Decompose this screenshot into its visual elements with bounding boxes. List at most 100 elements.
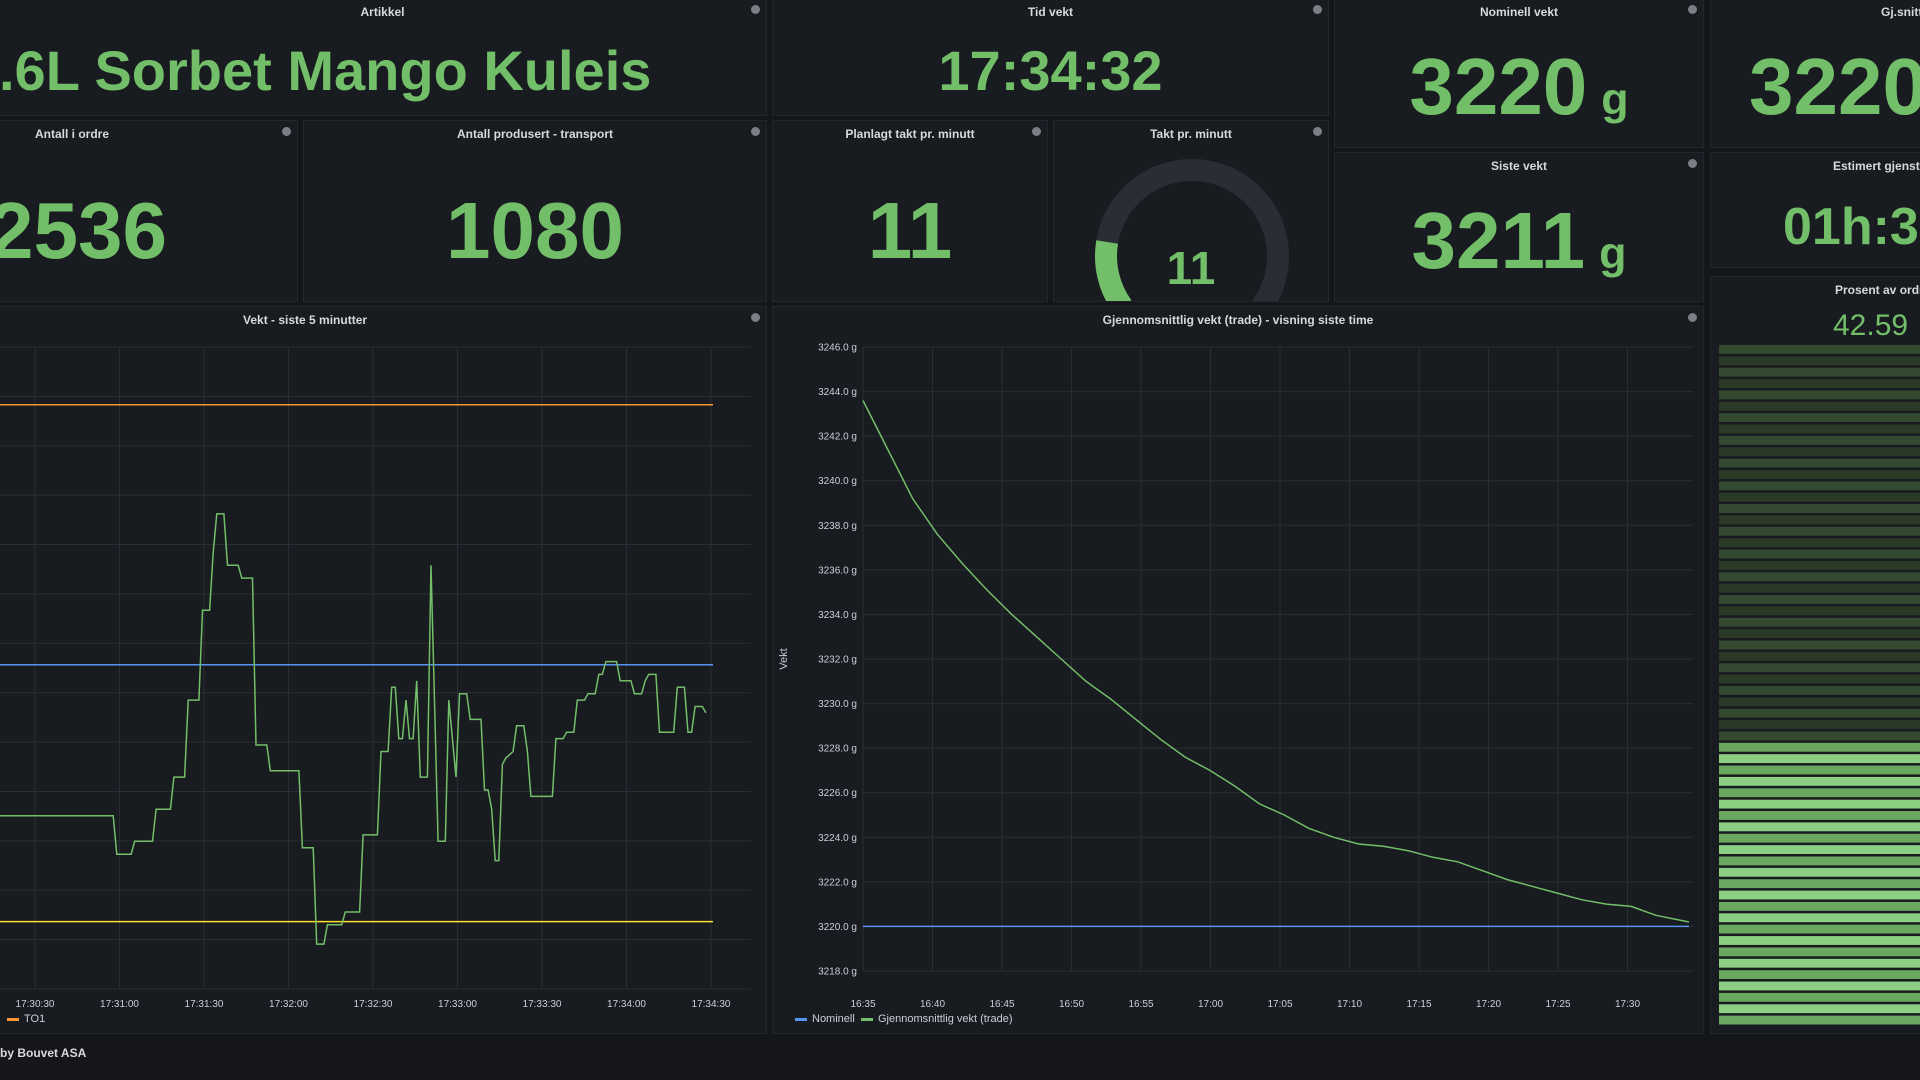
bar-segment	[1719, 686, 1920, 695]
y-axis-label: Vekt	[778, 648, 790, 669]
panel-estimert: Estimert gjenståe 01h:3	[1710, 152, 1920, 268]
artikkel-value: .6L Sorbet Mango Kuleis	[0, 39, 652, 102]
panel-menu-icon[interactable]	[1688, 5, 1697, 14]
y-tick-label: 3244.0 g	[818, 387, 857, 398]
bar-segment	[1719, 754, 1920, 764]
x-tick-label: 17:30	[1615, 999, 1640, 1010]
panel-menu-icon[interactable]	[751, 127, 760, 136]
panel-menu-icon[interactable]	[1688, 159, 1697, 168]
bar-segment	[1719, 526, 1920, 536]
panel-takt: Takt pr. minutt 11	[1053, 120, 1329, 302]
panel-menu-icon[interactable]	[751, 313, 760, 322]
footer-credit: by Bouvet ASA	[0, 1046, 87, 1060]
bar-segment	[1719, 435, 1920, 445]
x-tick-label: 17:32:00	[269, 999, 308, 1010]
panel-menu-icon[interactable]	[751, 5, 760, 14]
gjsnitt-vekt-value: 3220	[1749, 42, 1920, 131]
bar-segment	[1719, 538, 1920, 548]
prosent-bar-gauge	[1719, 345, 1920, 1025]
bar-segment	[1719, 833, 1920, 843]
panel-menu-icon[interactable]	[1032, 127, 1041, 136]
bar-segment	[1719, 549, 1920, 559]
x-tick-label: 17:33:30	[523, 999, 562, 1010]
panel-siste-vekt: Siste vekt 3211 g	[1334, 152, 1704, 302]
x-tick-label: 16:35	[850, 999, 875, 1010]
value-unit: g	[1599, 228, 1627, 278]
legend-item-to1[interactable]: TO1	[7, 1013, 45, 1025]
panel-title: Gjennomsnittlig vekt (trade) - visning s…	[1102, 313, 1374, 327]
prosent-value: 42.59	[1833, 309, 1909, 342]
bar-segment	[1719, 731, 1920, 741]
bar-segment	[1719, 992, 1920, 1002]
y-tick-label: 3226.0 g	[818, 788, 857, 799]
bar-segment	[1719, 595, 1920, 604]
bar-segment	[1719, 458, 1920, 468]
bar-segment	[1719, 572, 1920, 582]
y-tick-label: 3232.0 g	[818, 655, 857, 666]
bar-segment	[1719, 651, 1920, 661]
legend-item-nominell[interactable]: Nominell	[795, 1013, 855, 1025]
bar-segment	[1719, 413, 1920, 423]
y-tick-label: 3242.0 g	[818, 432, 857, 443]
x-tick-label: 17:20	[1476, 999, 1501, 1010]
bar-segment	[1719, 560, 1920, 570]
bar-segment	[1719, 424, 1920, 434]
panel-title: Prosent av ordren	[1835, 283, 1920, 297]
bar-segment	[1719, 447, 1920, 457]
x-tick-label: 17:10	[1337, 999, 1362, 1010]
bar-segment	[1719, 981, 1920, 991]
bar-segment	[1719, 720, 1920, 729]
x-tick-label: 17:25	[1545, 999, 1570, 1010]
x-tick-label: 17:33:00	[438, 999, 477, 1010]
bar-segment	[1719, 367, 1920, 377]
panel-antall-ordre: Antall i ordre 2536	[0, 120, 298, 302]
bar-segment	[1719, 879, 1920, 889]
bar-segment	[1719, 890, 1920, 900]
panel-title: Artikkel	[360, 5, 405, 19]
panel-title: Antall i ordre	[35, 127, 110, 141]
x-tick-label: 17:15	[1406, 999, 1431, 1010]
bar-segment	[1719, 799, 1920, 809]
estimert-value: 01h:3	[1783, 198, 1919, 256]
panel-menu-icon[interactable]	[1313, 127, 1322, 136]
y-tick-label: 3240.0 g	[818, 476, 857, 487]
y-tick-label: 3222.0 g	[818, 877, 857, 888]
legend-label: Nominell	[812, 1013, 855, 1025]
bar-segment	[1719, 788, 1920, 798]
value-unit: g	[1601, 74, 1629, 124]
panel-menu-icon[interactable]	[282, 127, 291, 136]
tid-vekt-value: 17:34:32	[938, 39, 1163, 102]
panel-title: Takt pr. minutt	[1150, 127, 1232, 141]
panel-planlagt-takt: Planlagt takt pr. minutt 11	[772, 120, 1048, 302]
bar-segment	[1719, 708, 1920, 718]
legend-swatch	[795, 1017, 807, 1021]
bar-segment	[1719, 936, 1920, 945]
gauge-fill	[1095, 240, 1132, 301]
panel-gjsnitt-vekt: Gj.snittlig vekt ( 3220	[1710, 0, 1920, 148]
bar-segment	[1719, 640, 1920, 650]
panel-menu-icon[interactable]	[1688, 313, 1697, 322]
bar-segment	[1719, 742, 1920, 752]
bar-segment	[1719, 345, 1920, 354]
bar-segment	[1719, 629, 1920, 639]
y-tick-label: 3230.0 g	[818, 699, 857, 710]
bar-segment	[1719, 583, 1920, 593]
bar-segment	[1719, 379, 1920, 388]
bar-segment	[1719, 674, 1920, 684]
bar-segment	[1719, 776, 1920, 786]
bar-segment	[1719, 856, 1920, 866]
x-tick-label: 17:00	[1198, 999, 1223, 1010]
value-number: 3220	[1409, 42, 1588, 131]
bar-segment	[1719, 1015, 1920, 1025]
bar-segment	[1719, 822, 1920, 832]
panel-title: Vekt - siste 5 minutter	[243, 313, 368, 327]
y-tick-label: 3220.0 g	[818, 922, 857, 933]
legend-item-gjsnitt[interactable]: Gjennomsnittlig vekt (trade)	[861, 1013, 1013, 1025]
panel-vekt-siste-5-min: Vekt - siste 5 minutter 17:30:30 17:31:00…	[0, 306, 767, 1034]
series-line	[862, 400, 1690, 923]
y-tick-label: 3238.0 g	[818, 521, 857, 532]
panel-menu-icon[interactable]	[1313, 5, 1322, 14]
legend-swatch	[7, 1017, 19, 1021]
panel-title: Nominell vekt	[1479, 5, 1559, 19]
x-tick-label: 16:45	[989, 999, 1014, 1010]
